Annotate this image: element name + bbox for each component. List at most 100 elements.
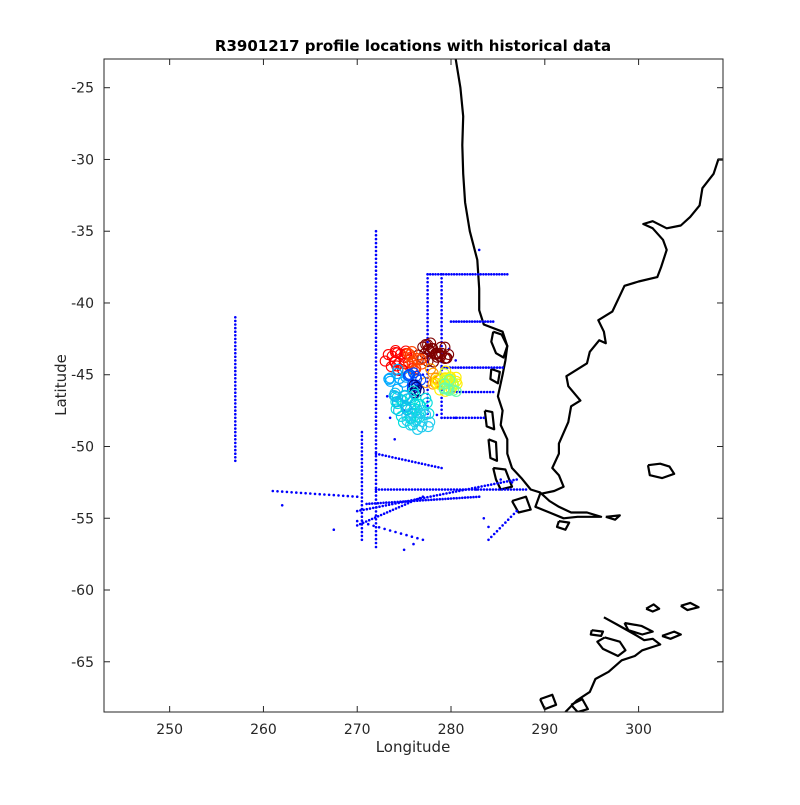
historical-point: [512, 512, 516, 516]
historical-point: [360, 446, 364, 449]
historical-point: [443, 488, 447, 491]
historical-point: [426, 332, 429, 336]
y-tick-label: -50: [71, 439, 94, 455]
profile-location-marker: [417, 405, 429, 417]
historical-point: [374, 399, 378, 403]
historical-point: [489, 320, 492, 323]
historical-point: [479, 416, 483, 420]
historical-point: [374, 470, 378, 474]
historical-point: [486, 320, 490, 323]
historical-point: [475, 495, 478, 499]
historical-point: [401, 500, 405, 503]
historical-point: [374, 482, 378, 486]
historical-point: [234, 434, 237, 438]
historical-point: [374, 308, 378, 312]
historical-point: [458, 496, 461, 500]
y-tick-label: -55: [71, 511, 94, 527]
historical-point: [351, 495, 354, 498]
historical-point: [234, 344, 237, 348]
historical-point: [477, 248, 481, 252]
historical-point: [470, 487, 474, 490]
historical-point: [505, 480, 509, 483]
profile-location-marker: [389, 344, 402, 357]
historical-point: [498, 527, 502, 530]
historical-point: [374, 237, 378, 241]
historical-point: [442, 273, 445, 276]
historical-point: [449, 320, 453, 323]
historical-point: [234, 427, 237, 430]
historical-point: [501, 524, 504, 527]
historical-point: [467, 390, 471, 394]
historical-point: [460, 273, 464, 276]
historical-point: [374, 474, 378, 478]
historical-point: [318, 492, 322, 496]
historical-point: [234, 416, 237, 420]
historical-point: [392, 488, 396, 491]
historical-point: [440, 324, 443, 328]
historical-point: [234, 459, 237, 463]
historical-point: [390, 501, 394, 504]
historical-point: [440, 288, 443, 292]
historical-point: [393, 438, 397, 441]
historical-point: [234, 420, 237, 423]
historical-point: [374, 514, 378, 517]
historical-point: [234, 438, 237, 441]
historical-point: [341, 494, 345, 498]
historical-point: [385, 395, 389, 398]
historical-point: [234, 341, 237, 344]
historical-point: [435, 494, 439, 497]
historical-point: [234, 423, 237, 427]
historical-point: [462, 366, 466, 369]
historical-point: [360, 442, 364, 446]
coastline: [646, 462, 676, 480]
historical-point: [374, 293, 378, 296]
historical-point: [440, 332, 443, 336]
historical-point: [374, 545, 378, 549]
x-tick-label: 270: [344, 722, 371, 738]
historical-point: [444, 497, 447, 501]
historical-point: [467, 416, 471, 420]
historical-point: [473, 390, 477, 394]
historical-point: [388, 529, 392, 532]
historical-point: [384, 454, 388, 458]
coastline-layer: [454, 59, 723, 712]
historical-point: [388, 416, 392, 420]
historical-point: [443, 416, 447, 420]
historical-point: [418, 499, 422, 502]
historical-point: [446, 497, 450, 501]
historical-point: [374, 379, 378, 383]
historical-point: [499, 478, 503, 481]
historical-point: [455, 496, 458, 500]
historical-point: [360, 511, 364, 515]
historical-point: [410, 460, 414, 463]
historical-point: [387, 455, 391, 458]
profile-location-marker: [415, 353, 427, 365]
historical-point: [468, 320, 471, 323]
historical-point: [360, 434, 364, 438]
coastline: [680, 601, 700, 612]
historical-point: [476, 320, 479, 323]
profile-location-marker: [425, 363, 437, 375]
profile-location-marker: [436, 347, 448, 359]
historical-point: [374, 372, 378, 375]
historical-point: [360, 519, 364, 522]
historical-point: [509, 479, 512, 483]
historical-point: [374, 340, 378, 344]
historical-point: [484, 366, 488, 369]
historical-point: [374, 478, 378, 482]
profile-location-marker: [399, 390, 411, 402]
historical-point: [452, 488, 456, 491]
x-tick-label: 250: [156, 722, 183, 738]
historical-point: [374, 285, 378, 288]
historical-point: [379, 513, 383, 517]
historical-point: [470, 366, 474, 369]
x-tick-label: 300: [625, 722, 652, 738]
y-tick-label: -45: [71, 368, 94, 384]
historical-point: [234, 384, 237, 387]
historical-point: [374, 403, 378, 407]
historical-point: [380, 488, 384, 491]
profile-locations-layer: [379, 337, 463, 435]
historical-point: [332, 493, 336, 497]
historical-point: [276, 490, 279, 493]
historical-point: [412, 499, 416, 502]
